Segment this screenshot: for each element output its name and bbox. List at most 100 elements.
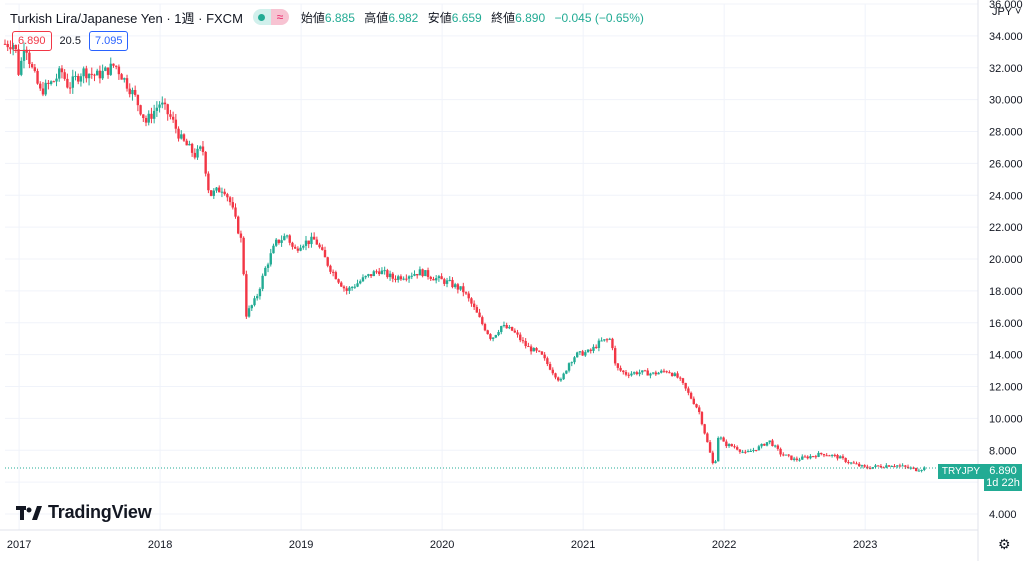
candle-body <box>147 113 150 123</box>
candle-body <box>635 372 639 375</box>
candle-body <box>437 276 441 279</box>
y-tick-label: 26.000 <box>989 158 1023 170</box>
tradingview-logo[interactable]: TradingView <box>16 502 152 523</box>
candle-body <box>312 236 316 240</box>
candle-body <box>220 191 224 193</box>
candle-body <box>231 202 234 208</box>
candle-body <box>331 271 335 273</box>
candle-body <box>830 454 834 456</box>
candle-body <box>155 107 159 111</box>
candle-body <box>806 456 809 459</box>
candle-body <box>345 288 348 291</box>
candle-body <box>855 463 858 465</box>
candle-body <box>196 148 199 158</box>
symbol-title[interactable]: Turkish Lira/Japanese Yen · 1週 · FXCM <box>10 10 243 26</box>
candle-body <box>152 110 156 119</box>
candle-body <box>79 76 83 82</box>
x-tick-label: 2018 <box>148 539 172 551</box>
candle-body <box>632 372 636 374</box>
candle-body <box>817 452 820 457</box>
candle-body <box>464 292 468 294</box>
candle-body <box>323 249 327 258</box>
candle-body <box>307 240 310 245</box>
bid-button[interactable]: 6.890 <box>12 31 52 51</box>
candle-body <box>380 270 384 275</box>
candle-body <box>204 151 207 174</box>
candle-body <box>744 451 747 453</box>
candle-body <box>763 443 766 446</box>
candle-body <box>679 377 682 379</box>
candle-body <box>687 388 690 393</box>
candle-body <box>651 372 655 374</box>
candle-body <box>52 81 56 83</box>
candle-body <box>529 346 533 352</box>
candle-body <box>445 280 449 284</box>
candle-body <box>708 442 712 453</box>
x-tick-label: 2021 <box>571 539 595 551</box>
candle-body <box>112 63 115 66</box>
candle-body <box>443 279 446 284</box>
candle-body <box>898 465 902 467</box>
candle-body <box>434 278 438 281</box>
candle-body <box>619 367 622 371</box>
candle-body <box>66 78 69 88</box>
candle-body <box>532 348 536 352</box>
candle-body <box>798 459 801 461</box>
candle-body <box>703 424 706 434</box>
chart-header: Turkish Lira/Japanese Yen · 1週 · FXCM ≈ … <box>10 8 644 26</box>
candle-body <box>698 407 701 413</box>
candle-body <box>101 70 104 79</box>
candle-body <box>811 456 815 458</box>
candle-body <box>6 43 9 48</box>
candle-body <box>74 75 77 77</box>
wave-icon[interactable]: ≈ <box>270 9 289 25</box>
candle-body <box>646 370 649 376</box>
high-label: 高値 <box>364 10 389 25</box>
candle-body <box>440 276 443 280</box>
candle-body <box>223 191 226 195</box>
y-tick-label: 22.000 <box>989 222 1023 234</box>
candle-body <box>33 67 37 71</box>
candle-body <box>801 456 804 460</box>
candle-body <box>782 454 785 456</box>
market-status-icon[interactable] <box>252 9 271 25</box>
candle-body <box>234 207 237 217</box>
candle-body <box>90 73 93 75</box>
candle-body <box>673 373 677 376</box>
candle-body <box>456 284 460 290</box>
candle-body <box>98 70 102 79</box>
currency-selector[interactable]: JPY ˅ <box>992 6 1021 18</box>
candle-body <box>247 308 251 317</box>
candle-body <box>885 465 888 468</box>
candle-body <box>421 269 424 277</box>
candle-body <box>792 458 796 460</box>
candle-body <box>760 443 763 447</box>
candle-body <box>589 349 592 351</box>
candle-body <box>912 467 915 469</box>
candle-body <box>657 372 660 375</box>
candle-body <box>692 398 696 405</box>
candle-body <box>25 49 28 53</box>
candle-body <box>133 89 137 95</box>
chevron-down-icon: ˅ <box>1011 6 1022 18</box>
x-tick-label: 2023 <box>853 539 877 551</box>
last-price-tag: 6.890 1d 22h <box>984 464 1022 491</box>
gear-icon[interactable]: ⚙ <box>998 536 1011 552</box>
ask-button[interactable]: 7.095 <box>88 31 129 51</box>
y-tick-label: 8.000 <box>989 445 1017 457</box>
y-tick-label: 14.000 <box>989 350 1023 362</box>
candle-body <box>630 373 633 376</box>
candle-body <box>803 456 807 458</box>
candle-body <box>169 114 172 117</box>
candle-body <box>472 303 476 308</box>
candle-body <box>877 465 880 467</box>
candle-body <box>315 239 319 245</box>
x-tick-label: 2019 <box>289 539 313 551</box>
candle-body <box>502 325 506 327</box>
open-label: 始値 <box>300 10 325 25</box>
candle-body <box>486 330 489 335</box>
candle-body <box>114 65 118 67</box>
candle-body <box>787 454 790 456</box>
y-tick-label: 30.000 <box>989 95 1023 107</box>
